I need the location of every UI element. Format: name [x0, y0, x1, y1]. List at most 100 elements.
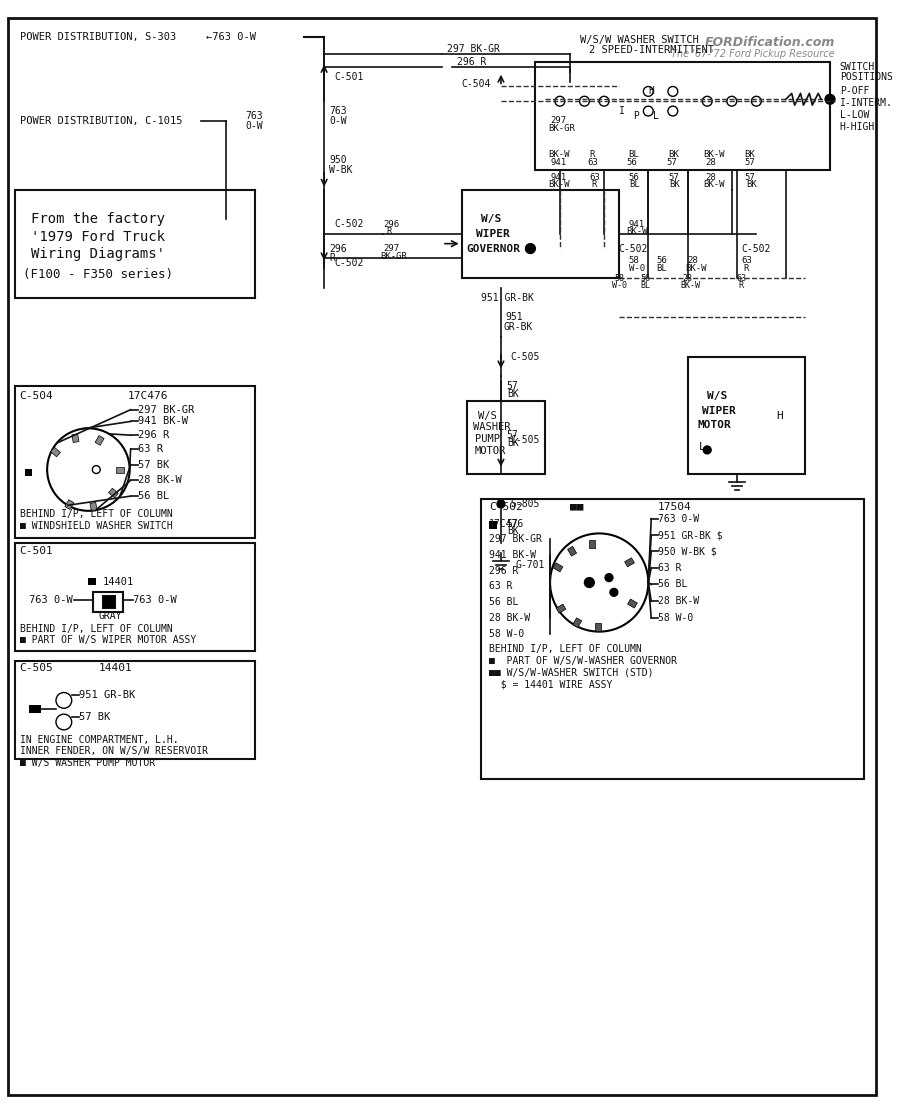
Text: ■ PART OF W/S WIPER MOTOR ASSY: ■ PART OF W/S WIPER MOTOR ASSY: [20, 636, 196, 646]
Text: 941 BK-W: 941 BK-W: [490, 550, 536, 560]
Text: 63 R: 63 R: [658, 563, 681, 573]
Text: 56 BL: 56 BL: [658, 580, 688, 590]
Text: $ = 14401 WIRE ASSY: $ = 14401 WIRE ASSY: [490, 680, 613, 690]
Text: ■ W/S WASHER PUMP MOTOR: ■ W/S WASHER PUMP MOTOR: [20, 758, 155, 768]
Text: 763 0-W: 763 0-W: [132, 595, 176, 605]
Text: L: L: [653, 111, 659, 121]
Text: 58 W-0: 58 W-0: [490, 629, 525, 639]
Text: 296: 296: [383, 219, 400, 228]
Circle shape: [526, 244, 536, 254]
Text: 56 BL: 56 BL: [138, 491, 169, 501]
Text: GOVERNOR: GOVERNOR: [466, 244, 520, 254]
Bar: [90, 502, 97, 511]
Circle shape: [56, 692, 72, 708]
Text: BK: BK: [668, 150, 679, 159]
Text: 17504: 17504: [658, 502, 692, 512]
Text: 57 BK: 57 BK: [78, 712, 110, 722]
Text: 17C476: 17C476: [490, 519, 525, 529]
Text: SWITCH: SWITCH: [840, 62, 875, 72]
Text: PUMP: PUMP: [475, 434, 500, 444]
Text: 63: 63: [737, 274, 747, 283]
Text: 941: 941: [628, 219, 644, 228]
Text: 63 R: 63 R: [490, 581, 513, 591]
Text: BK-W: BK-W: [626, 227, 648, 236]
Text: 296: 296: [329, 244, 346, 254]
Text: BK-W: BK-W: [548, 180, 570, 189]
Circle shape: [702, 97, 712, 106]
Text: ■  PART OF W/S/W-WASHER GOVERNOR: ■ PART OF W/S/W-WASHER GOVERNOR: [490, 656, 677, 666]
Text: C-504: C-504: [20, 391, 53, 401]
Text: MOTOR: MOTOR: [474, 446, 506, 456]
Bar: [466, 401, 545, 474]
Text: C-502: C-502: [490, 502, 523, 512]
Text: 14401: 14401: [98, 663, 132, 673]
Bar: [625, 558, 634, 567]
Text: C-501: C-501: [334, 71, 364, 81]
Text: 297 BK-GR: 297 BK-GR: [447, 45, 500, 55]
Text: 296 R: 296 R: [138, 431, 169, 441]
Text: 57: 57: [506, 431, 518, 441]
Text: C-505: C-505: [20, 663, 53, 673]
Bar: [14, 386, 256, 539]
Circle shape: [644, 106, 653, 116]
Text: WIPER: WIPER: [702, 405, 736, 415]
Text: BL: BL: [628, 150, 639, 159]
Text: BK-GR: BK-GR: [548, 125, 575, 134]
Bar: [104, 597, 115, 608]
Circle shape: [825, 95, 835, 105]
Text: BEHIND I/P, LEFT OF COLUMN: BEHIND I/P, LEFT OF COLUMN: [20, 509, 173, 519]
Text: INNER FENDER, ON W/S/W RESERVOIR: INNER FENDER, ON W/S/W RESERVOIR: [20, 747, 208, 757]
Text: BL: BL: [641, 282, 651, 290]
Text: S-805: S-805: [511, 499, 540, 509]
Text: 57: 57: [666, 158, 677, 167]
Text: H: H: [776, 411, 783, 421]
Circle shape: [752, 97, 761, 106]
Text: 296 R: 296 R: [490, 565, 518, 575]
Text: R: R: [590, 150, 595, 159]
Text: ■■ W/S/W-WASHER SWITCH (STD): ■■ W/S/W-WASHER SWITCH (STD): [490, 668, 653, 678]
Text: C-502: C-502: [742, 244, 771, 254]
Text: BK-W: BK-W: [703, 180, 724, 189]
Text: 297: 297: [550, 117, 566, 126]
Text: BK-W: BK-W: [680, 282, 701, 290]
Text: ←763 0-W: ←763 0-W: [206, 32, 256, 42]
Circle shape: [497, 500, 505, 508]
Text: W-BK: W-BK: [329, 165, 353, 175]
Text: P: P: [634, 111, 639, 121]
Text: 28: 28: [683, 274, 693, 283]
Text: FORDification.com: FORDification.com: [705, 36, 835, 49]
Text: 951 GR-BK: 951 GR-BK: [482, 293, 535, 303]
Bar: [572, 618, 581, 628]
Text: POWER DISTRIBUTION, C-1015: POWER DISTRIBUTION, C-1015: [20, 116, 182, 126]
Circle shape: [555, 97, 565, 106]
Text: 57: 57: [744, 174, 755, 183]
Bar: [490, 521, 497, 529]
Bar: [627, 599, 637, 608]
Circle shape: [584, 578, 594, 588]
Text: POSITIONS: POSITIONS: [840, 71, 893, 81]
Text: 58 W-0: 58 W-0: [658, 613, 693, 623]
Text: 28: 28: [688, 256, 698, 265]
Text: 57: 57: [668, 174, 679, 183]
Circle shape: [703, 446, 711, 454]
Text: G-701: G-701: [516, 560, 545, 570]
Text: BK-W: BK-W: [548, 150, 570, 159]
Text: C-501: C-501: [20, 546, 53, 556]
Text: 297: 297: [383, 244, 400, 253]
Bar: [104, 597, 115, 608]
Text: GR-BK: GR-BK: [504, 322, 534, 332]
Text: R: R: [386, 227, 391, 236]
Text: R: R: [743, 264, 749, 273]
Bar: [95, 435, 104, 445]
Text: 14401: 14401: [104, 577, 134, 587]
Text: 28 BK-W: 28 BK-W: [658, 597, 699, 607]
Bar: [14, 543, 256, 651]
Text: Wiring Diagrams': Wiring Diagrams': [32, 247, 166, 262]
Text: 941: 941: [550, 174, 566, 183]
Text: C-504: C-504: [462, 79, 491, 89]
Text: IN ENGINE COMPARTMENT, L.H.: IN ENGINE COMPARTMENT, L.H.: [20, 735, 178, 745]
Bar: [72, 434, 79, 443]
Bar: [556, 604, 566, 613]
Text: BK: BK: [746, 180, 757, 189]
Text: R: R: [329, 254, 335, 264]
